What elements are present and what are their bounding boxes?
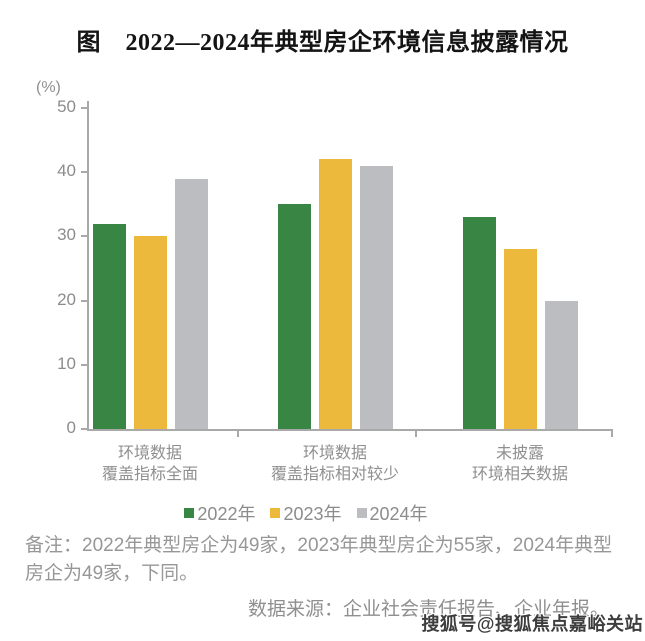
category-label-line: 环境数据 — [302, 445, 367, 462]
category-label-line: 覆盖指标全面 — [101, 466, 198, 483]
y-axis-tick-mark — [81, 235, 87, 238]
category-label: 环境数据覆盖指标全面 — [40, 443, 260, 485]
bar-2023年-group2 — [318, 159, 352, 429]
category-label-line: 环境数据 — [117, 445, 182, 462]
y-axis-tick-label: 0 — [66, 418, 76, 437]
y-axis-tick-mark — [81, 171, 87, 174]
category-label-line: 覆盖指标相对较少 — [270, 466, 399, 483]
x-axis-tick-mark — [415, 429, 417, 437]
source-text: 数据来源：企业社会责任报告、企业年报。 — [247, 599, 609, 620]
bar-2023年-group1 — [133, 236, 167, 429]
bar-2024年-group1 — [174, 178, 208, 429]
legend-item: 2023年 — [270, 500, 342, 526]
x-axis-tick-mark — [237, 429, 239, 437]
x-axis-line — [87, 429, 613, 431]
category-label: 未披露 环境相关数据 — [410, 443, 630, 485]
legend-label: 2024年 — [369, 504, 428, 524]
category-label-line: 环境相关数据 — [471, 466, 568, 483]
legend-swatch-icon — [270, 508, 281, 518]
bar-2024年-group3 — [544, 300, 578, 429]
legend-swatch-icon — [184, 508, 195, 518]
legend-item: 2022年 — [184, 500, 255, 526]
category-label-line: 未披露 — [495, 445, 544, 462]
legend-swatch-icon — [356, 508, 367, 518]
bar-2023年-group3 — [503, 249, 537, 429]
legend-label: 2022年 — [197, 504, 256, 524]
chart-title: 图 2022—2024年典型房企环境信息披露情况 — [76, 30, 569, 56]
y-axis-tick-label: 10 — [57, 353, 76, 373]
legend-label: 2023年 — [283, 504, 342, 524]
y-axis-tick-mark — [81, 107, 87, 109]
note-text: 备注：2022年典型房企为49家，2023年典型房企为55家，2024年典型房企… — [25, 535, 613, 584]
legend: 2022年 2023年 2024年 — [0, 500, 612, 526]
y-axis-line — [87, 101, 89, 430]
y-axis-tick-label: 40 — [57, 161, 76, 181]
y-axis-tick-label: 20 — [57, 289, 76, 309]
y-axis-tick-label: 50 — [57, 97, 76, 116]
bar-2022年-group2 — [277, 204, 311, 429]
bar-2022年-group3 — [462, 217, 496, 429]
y-axis-tick-mark — [81, 363, 87, 366]
y-axis-unit-label: (%) — [36, 79, 61, 96]
y-axis-tick-label: 30 — [57, 225, 76, 245]
y-axis-tick-mark — [81, 299, 87, 302]
legend-item: 2024年 — [356, 500, 428, 526]
watermark-text: 搜狐号@搜狐焦点嘉峪关站 — [421, 614, 643, 634]
x-axis-tick-mark — [611, 429, 613, 437]
bar-2024年-group2 — [359, 165, 393, 429]
y-axis-tick-mark — [81, 428, 87, 430]
bar-2022年-group1 — [92, 223, 126, 429]
category-label: 环境数据覆盖指标相对较少 — [225, 443, 445, 485]
